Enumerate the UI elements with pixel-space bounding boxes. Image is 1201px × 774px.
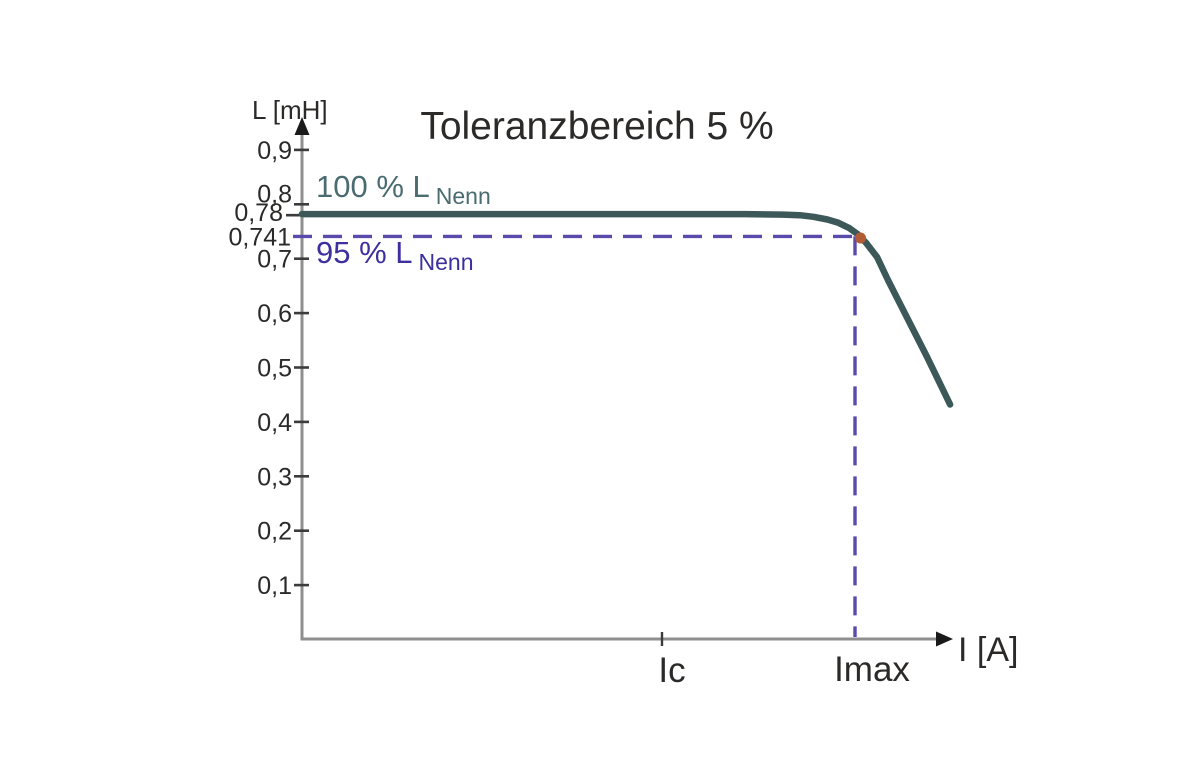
tolerance-level-label: 95 % L Nenn xyxy=(316,235,474,274)
y-tick-label: 0,2 xyxy=(257,518,292,546)
y-tick-label: 0,1 xyxy=(257,572,292,600)
inductance-curve xyxy=(298,210,954,408)
y-tick-label: 0,9 xyxy=(257,137,292,165)
x-tick-label-imax: Imax xyxy=(834,650,910,689)
chart-title: Toleranzbereich 5 % xyxy=(420,105,774,148)
x-axis-label: I [A] xyxy=(958,631,1019,669)
y-tick-label: 0,6 xyxy=(257,300,292,328)
nominal-level-text: 100 % L xyxy=(316,169,430,204)
y-level-label: 0,741 xyxy=(228,223,291,251)
x-tick-label-ic: Ic xyxy=(658,651,686,690)
nominal-level-label: 100 % L Nenn xyxy=(316,169,491,208)
nominal-level-subscript: Nenn xyxy=(435,183,491,209)
y-level-label: 0,78 xyxy=(234,199,283,227)
y-tick-label: 0,4 xyxy=(257,409,292,437)
curve-knee-marker xyxy=(855,232,867,244)
y-tick-label: 0,3 xyxy=(257,463,292,491)
y-axis-arrowhead xyxy=(294,117,310,135)
x-axis-arrowhead xyxy=(936,631,953,647)
y-tick-label: 0,5 xyxy=(257,355,292,383)
tolerance-level-text: 95 % L xyxy=(316,235,413,270)
y-tick-label: 0,7 xyxy=(257,246,292,274)
tolerance-level-subscript: Nenn xyxy=(418,249,474,275)
y-tick-label: 0,8 xyxy=(257,180,292,208)
y-axis-label: L [mH] xyxy=(252,95,328,125)
